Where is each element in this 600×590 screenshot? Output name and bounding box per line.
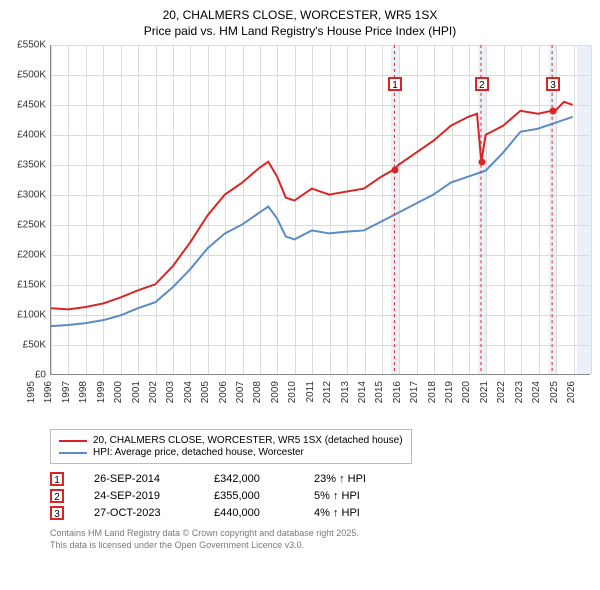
y-axis-tick: £250K — [10, 220, 46, 231]
y-axis-tick: £400K — [10, 130, 46, 141]
chart-area: £0 £50K £100K £150K £200K £250K £300K £350K £400… — [10, 45, 590, 425]
sale-marker-dot — [478, 159, 485, 166]
legend-label-hpi: HPI: Average price, detached house, Worc… — [93, 447, 304, 458]
legend-label-price-paid: 20, CHALMERS CLOSE, WORCESTER, WR5 1SX (… — [93, 435, 403, 446]
sale-marker-dot — [550, 108, 557, 115]
legend-swatch-hpi — [59, 452, 87, 454]
y-axis-tick: £350K — [10, 160, 46, 171]
chart-title-line1: 20, CHALMERS CLOSE, WORCESTER, WR5 1SX — [10, 8, 590, 24]
series-price_paid — [51, 102, 573, 310]
y-axis-tick: £450K — [10, 100, 46, 111]
chart-title-line2: Price paid vs. HM Land Registry's House … — [10, 24, 590, 40]
sale-price: £440,000 — [214, 507, 284, 519]
y-axis-tick: £500K — [10, 70, 46, 81]
sale-marker-label: 1 — [388, 77, 402, 91]
sale-marker-box: 1 — [50, 472, 64, 486]
y-axis-tick: £100K — [10, 310, 46, 321]
y-axis-tick: £0 — [10, 370, 46, 381]
sales-table: 1 26-SEP-2014 £342,000 23% ↑ HPI 2 24-SE… — [50, 472, 590, 520]
y-axis-tick: £300K — [10, 190, 46, 201]
legend: 20, CHALMERS CLOSE, WORCESTER, WR5 1SX (… — [50, 429, 412, 464]
sale-marker-label: 3 — [546, 77, 560, 91]
footer-line2: This data is licensed under the Open Gov… — [50, 540, 590, 552]
sale-date: 27-OCT-2023 — [94, 507, 184, 519]
plot-area: 1 2 3 — [50, 45, 590, 375]
sale-delta: 4% ↑ HPI — [314, 507, 394, 519]
x-axis-tick: 2026 — [566, 381, 600, 403]
line-series — [51, 45, 590, 374]
sale-date: 24-SEP-2019 — [94, 490, 184, 502]
sale-price: £355,000 — [214, 490, 284, 502]
y-axis-tick: £50K — [10, 340, 46, 351]
footer-attribution: Contains HM Land Registry data © Crown c… — [50, 528, 590, 551]
table-row: 1 26-SEP-2014 £342,000 23% ↑ HPI — [50, 472, 590, 486]
sale-marker-box: 2 — [50, 489, 64, 503]
sale-delta: 23% ↑ HPI — [314, 473, 394, 485]
y-axis-tick: £200K — [10, 250, 46, 261]
sale-marker-label: 2 — [475, 77, 489, 91]
table-row: 3 27-OCT-2023 £440,000 4% ↑ HPI — [50, 506, 590, 520]
sale-date: 26-SEP-2014 — [94, 473, 184, 485]
sale-delta: 5% ↑ HPI — [314, 490, 394, 502]
sale-marker-box: 3 — [50, 506, 64, 520]
sale-marker-dot — [392, 166, 399, 173]
legend-swatch-price-paid — [59, 440, 87, 442]
table-row: 2 24-SEP-2019 £355,000 5% ↑ HPI — [50, 489, 590, 503]
y-axis-tick: £150K — [10, 280, 46, 291]
footer-line1: Contains HM Land Registry data © Crown c… — [50, 528, 590, 540]
y-axis-tick: £550K — [10, 40, 46, 51]
sale-price: £342,000 — [214, 473, 284, 485]
